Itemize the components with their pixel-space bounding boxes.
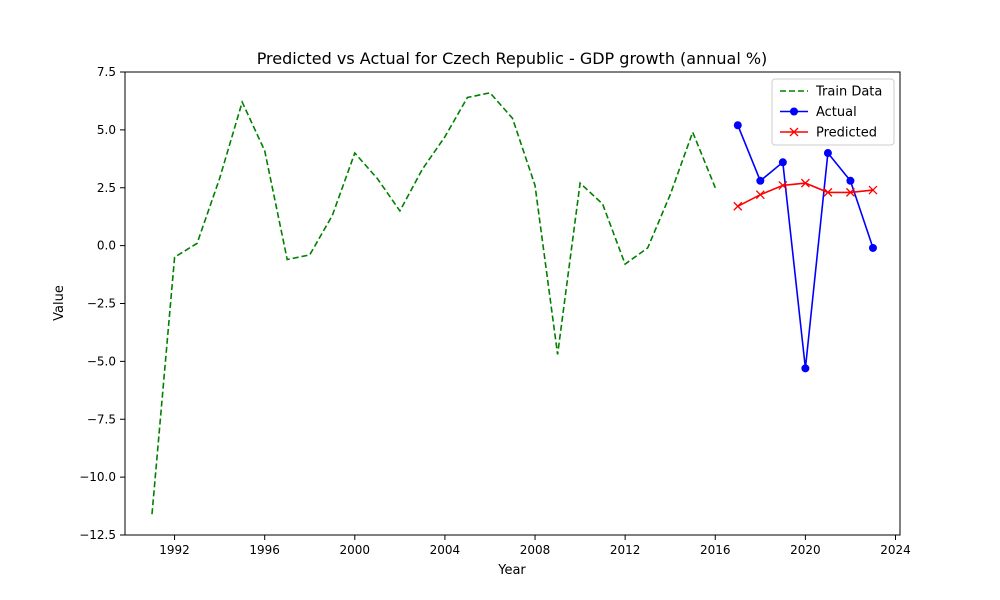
data-point bbox=[868, 185, 878, 195]
series-line-1 bbox=[737, 124, 874, 369]
data-point bbox=[823, 187, 833, 197]
data-point bbox=[846, 176, 855, 185]
data-point bbox=[755, 190, 765, 200]
legend-label: Actual bbox=[816, 105, 857, 120]
y-tick-label: 7.5 bbox=[97, 65, 116, 79]
legend-marker bbox=[789, 127, 799, 137]
y-tick-label: −12.5 bbox=[79, 528, 116, 542]
legend-label: Predicted bbox=[816, 126, 877, 141]
y-tick-label: −2.5 bbox=[87, 297, 116, 311]
legend-label: Train Data bbox=[815, 85, 882, 100]
legend: Train Data Actual Predicted bbox=[771, 78, 895, 146]
data-point bbox=[733, 201, 743, 211]
chart-title: Predicted vs Actual for Czech Republic -… bbox=[257, 49, 768, 68]
data-point bbox=[733, 121, 742, 130]
y-tick-label: −7.5 bbox=[87, 412, 116, 426]
y-tick-label: 5.0 bbox=[97, 123, 116, 137]
x-tick-label: 1996 bbox=[249, 543, 280, 557]
data-point bbox=[868, 243, 877, 252]
data-point bbox=[800, 178, 810, 188]
data-point bbox=[778, 180, 788, 190]
x-tick-label: 2008 bbox=[520, 543, 551, 557]
y-tick-label: 2.5 bbox=[97, 181, 116, 195]
x-tick-label: 2012 bbox=[610, 543, 641, 557]
data-point bbox=[845, 187, 855, 197]
x-tick-label: 2024 bbox=[880, 543, 911, 557]
series-line-0 bbox=[151, 91, 717, 515]
y-tick-label: −10.0 bbox=[79, 470, 116, 484]
data-point bbox=[823, 149, 832, 158]
y-tick-label: −5.0 bbox=[87, 354, 116, 368]
x-tick-label: 2000 bbox=[340, 543, 371, 557]
x-tick-label: 2004 bbox=[430, 543, 461, 557]
y-axis-label: Value bbox=[52, 285, 67, 321]
data-point bbox=[756, 176, 765, 185]
x-axis-label: Year bbox=[497, 563, 526, 578]
legend-box bbox=[771, 78, 895, 146]
plot-area bbox=[151, 91, 878, 515]
data-point bbox=[801, 364, 810, 373]
x-tick-label: 2016 bbox=[700, 543, 731, 557]
x-tick-label: 1992 bbox=[159, 543, 190, 557]
y-tick-label: 0.0 bbox=[97, 239, 116, 253]
legend-marker bbox=[790, 107, 798, 116]
x-tick-label: 2020 bbox=[790, 543, 821, 557]
axes: 1992 1996 2000 2004 2008 2012 2016 2020 2024 −12.… bbox=[79, 65, 911, 557]
data-point bbox=[778, 158, 787, 167]
